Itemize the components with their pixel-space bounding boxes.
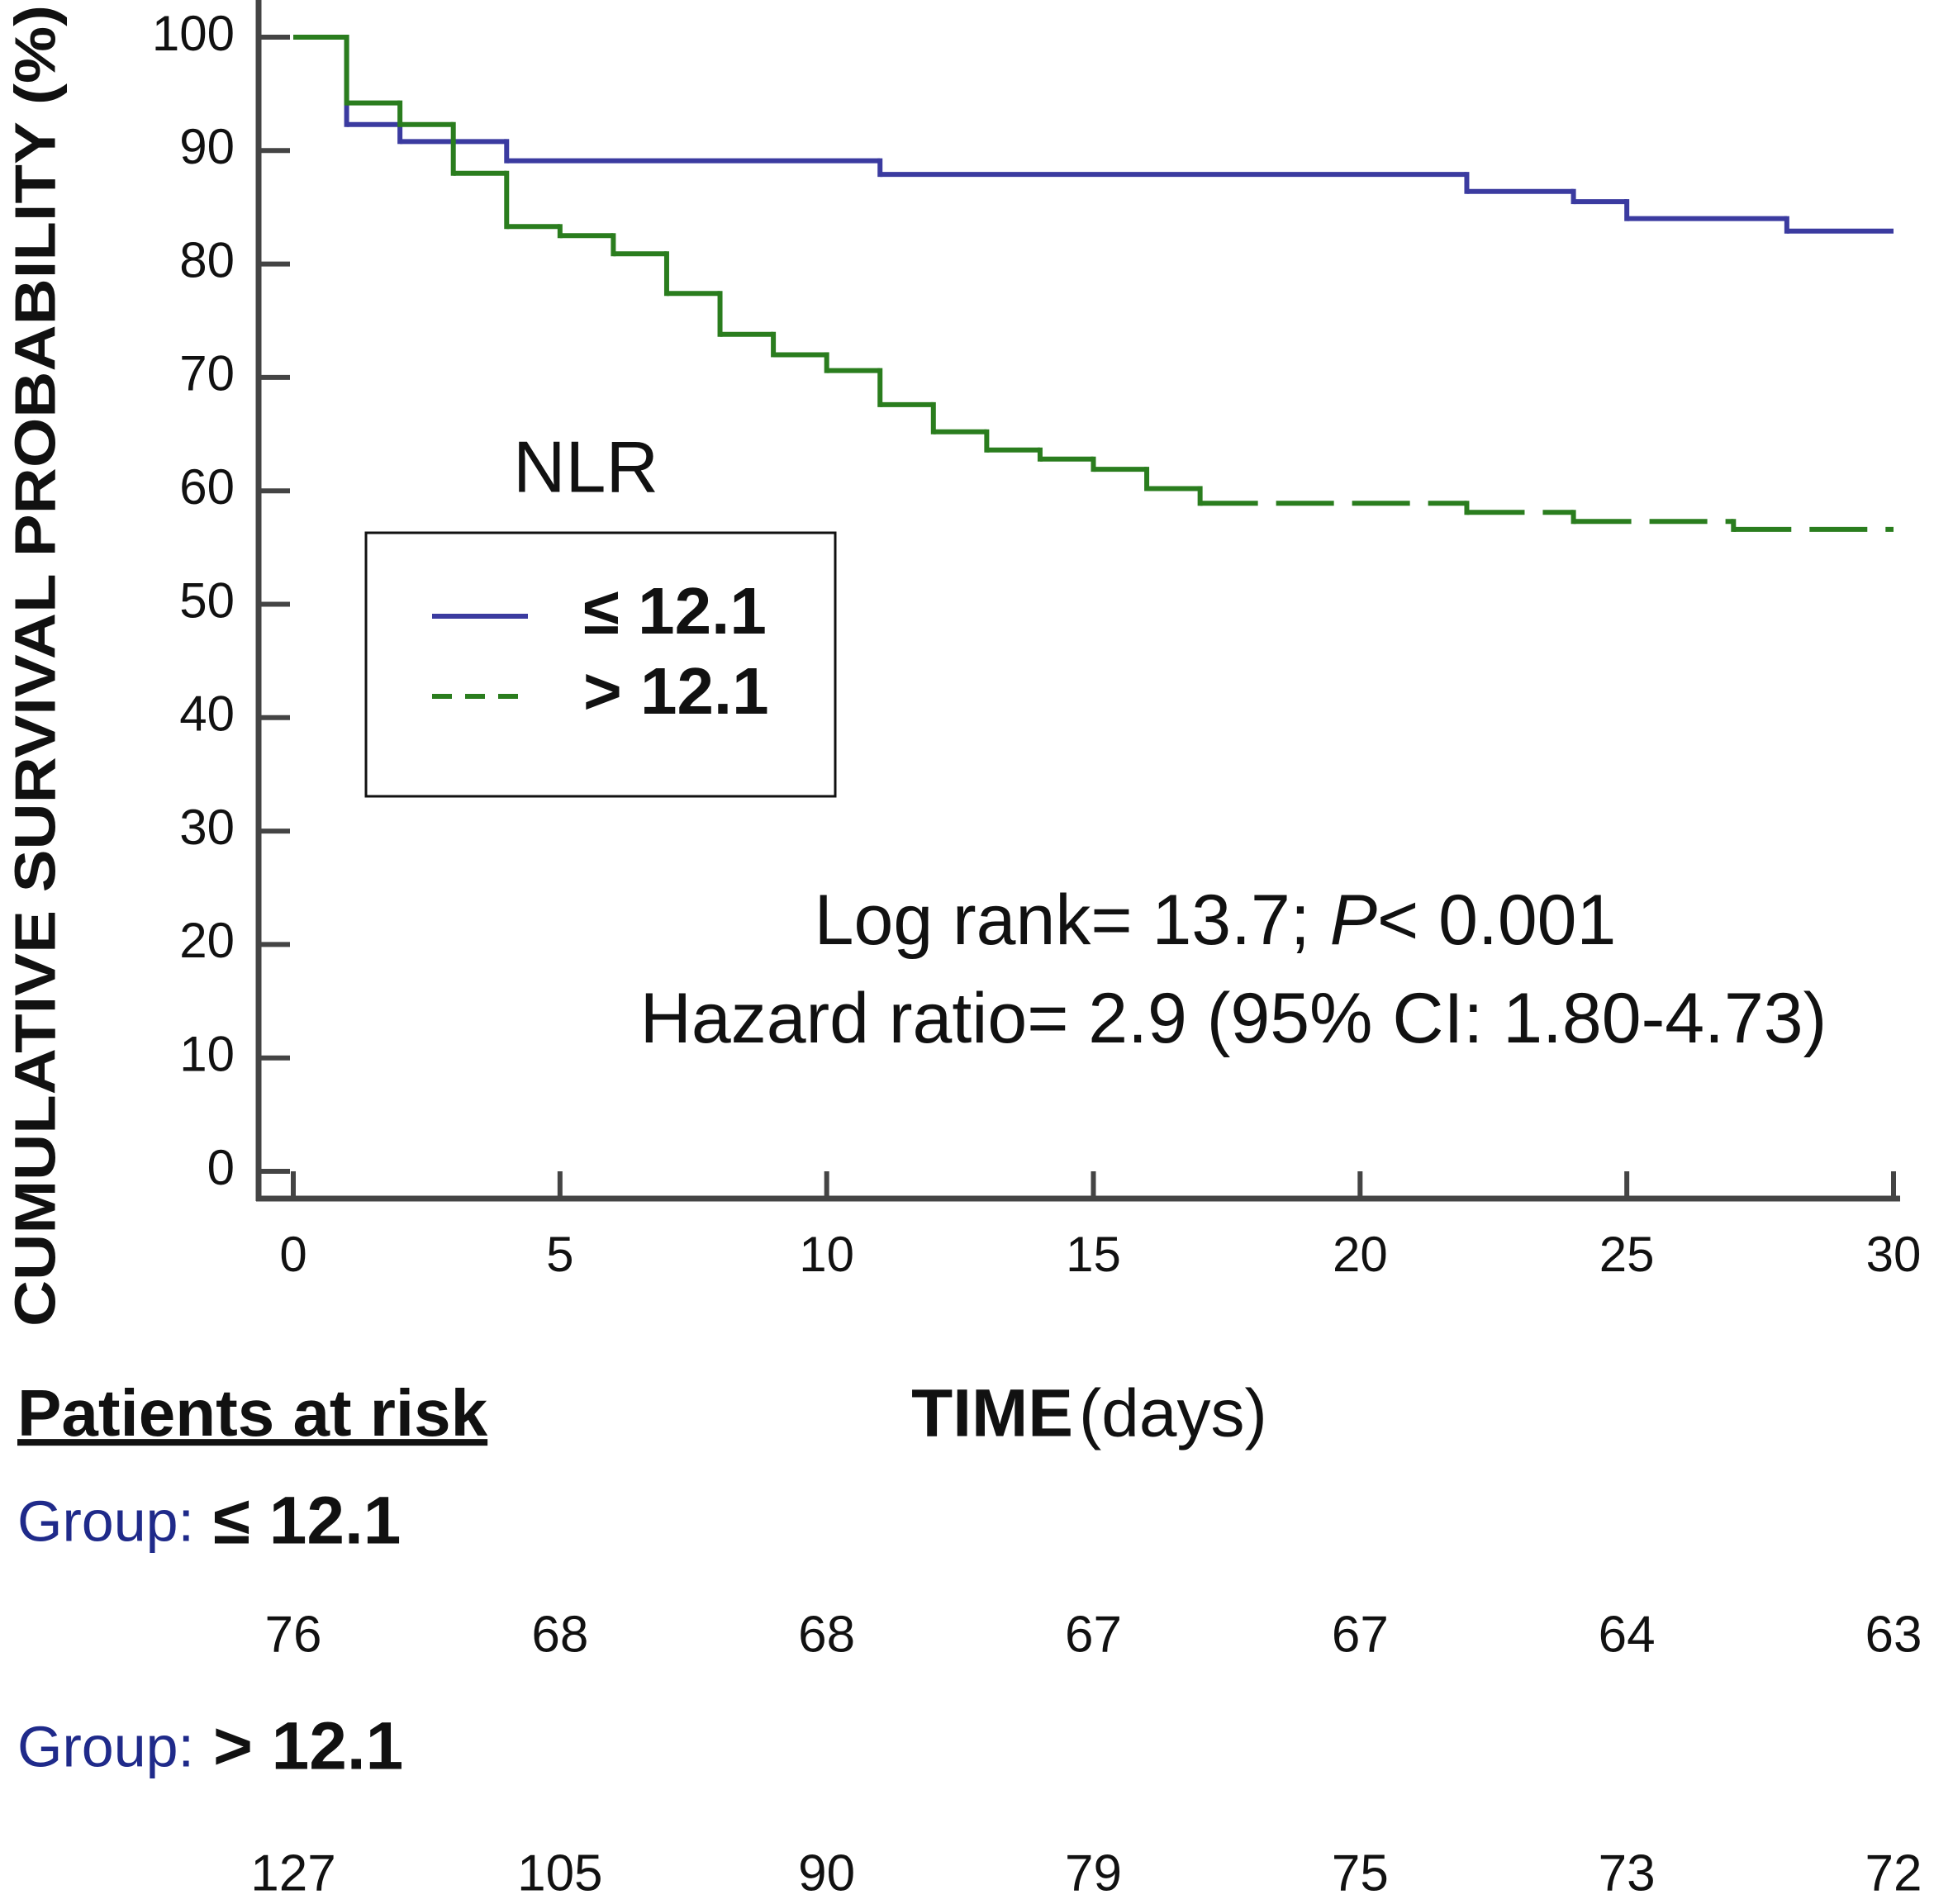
annotation: Hazard ratio= 2.9 (95% CI: 1.80-4.73) bbox=[640, 979, 1827, 1058]
legend-box bbox=[364, 531, 837, 798]
x-tick-label: 30 bbox=[1866, 1227, 1922, 1282]
risk-count: 67 bbox=[1065, 1606, 1122, 1663]
risk-count: 68 bbox=[798, 1606, 855, 1663]
risk-table-title: Patients at risk bbox=[17, 1376, 488, 1450]
group-prefix: Group: bbox=[17, 1714, 194, 1778]
y-tick-label: 40 bbox=[179, 686, 235, 742]
group-name: ≤ 12.1 bbox=[213, 1484, 401, 1559]
risk-count: 75 bbox=[1332, 1845, 1389, 1902]
x-tick-label: 5 bbox=[546, 1227, 573, 1282]
x-tick-label: 25 bbox=[1599, 1227, 1655, 1282]
risk-count: 105 bbox=[517, 1845, 602, 1902]
risk-count: 67 bbox=[1332, 1606, 1389, 1663]
group-prefix: Group: bbox=[17, 1489, 194, 1553]
y-axis-label: CUMULATIVE SURVIVAL PROBABILITY (%) bbox=[2, 5, 67, 1327]
y-tick-label: 0 bbox=[207, 1140, 235, 1195]
group-name: > 12.1 bbox=[213, 1709, 403, 1784]
risk-count: 63 bbox=[1865, 1606, 1922, 1663]
y-tick-label: 20 bbox=[179, 913, 235, 968]
y-tick-label: 50 bbox=[179, 572, 235, 628]
annotation: Log rank= 13.7; P< 0.001 bbox=[815, 881, 1617, 960]
risk-count: 127 bbox=[250, 1845, 335, 1902]
risk-count: 90 bbox=[798, 1845, 855, 1902]
risk-count: 68 bbox=[531, 1606, 588, 1663]
x-tick-label: 15 bbox=[1066, 1227, 1121, 1282]
risk-count: 79 bbox=[1065, 1845, 1122, 1902]
annotation-part: Hazard ratio= 2.9 (95% CI: 1.80-4.73) bbox=[640, 979, 1827, 1058]
x-tick-label: 0 bbox=[279, 1227, 306, 1282]
risk-count: 76 bbox=[265, 1606, 322, 1663]
x-axis-unit: (days) bbox=[1079, 1376, 1267, 1451]
legend-title: NLR bbox=[513, 425, 658, 507]
risk-count: 64 bbox=[1599, 1606, 1656, 1663]
y-tick-label: 100 bbox=[152, 6, 235, 61]
y-tick-label: 30 bbox=[179, 800, 235, 855]
x-tick-label: 10 bbox=[799, 1227, 854, 1282]
x-tick-label: 20 bbox=[1333, 1227, 1388, 1282]
y-tick-label: 90 bbox=[179, 119, 235, 174]
risk-count: 72 bbox=[1865, 1845, 1922, 1902]
y-tick-label: 60 bbox=[179, 459, 235, 515]
legend-label: > 12.1 bbox=[583, 654, 769, 728]
y-tick-label: 70 bbox=[179, 346, 235, 401]
legend-label: ≤ 12.1 bbox=[583, 574, 767, 648]
annotation-part: < 0.001 bbox=[1377, 881, 1616, 960]
x-axis-label: TIME bbox=[911, 1376, 1073, 1451]
y-tick-label: 10 bbox=[179, 1027, 235, 1082]
annotation-part: Log rank= 13.7; bbox=[815, 881, 1330, 960]
y-tick-label: 80 bbox=[179, 232, 235, 287]
risk-count: 73 bbox=[1599, 1845, 1656, 1902]
annotation-part: P bbox=[1330, 881, 1377, 960]
